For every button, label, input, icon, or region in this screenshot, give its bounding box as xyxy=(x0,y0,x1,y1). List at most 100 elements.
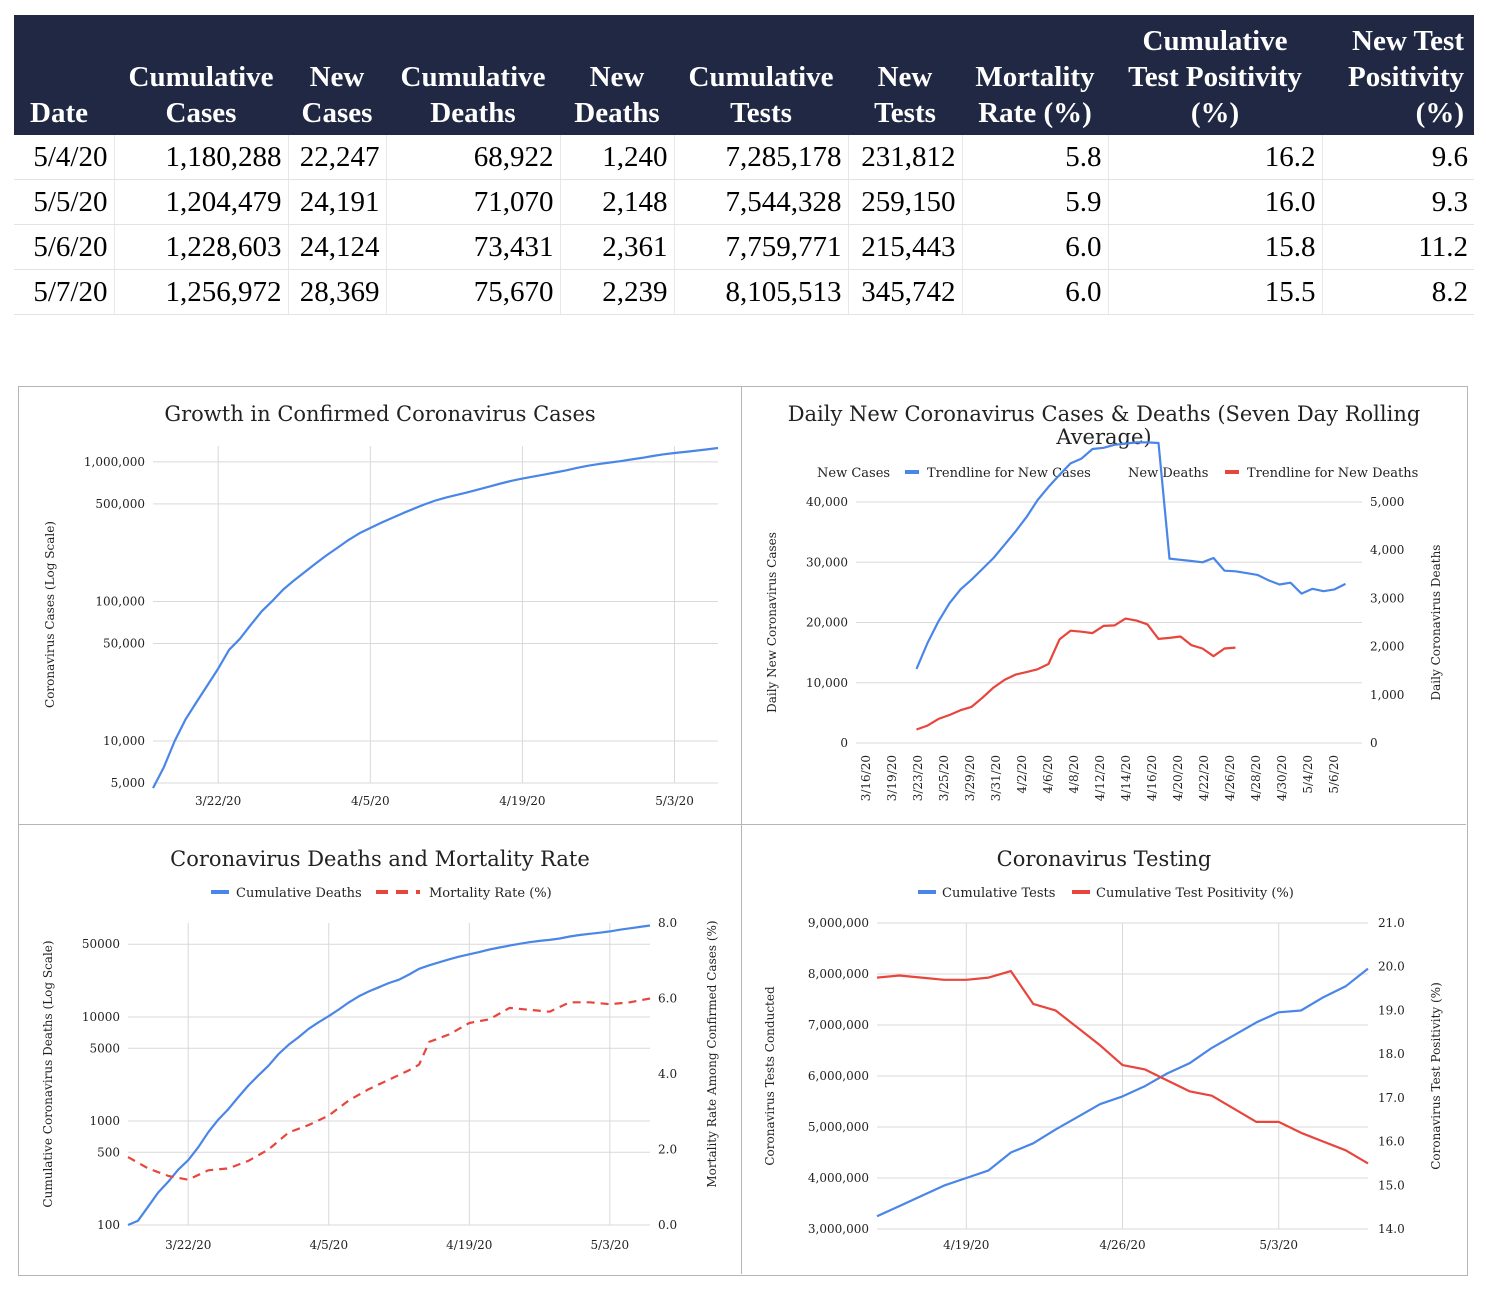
table-cell: 259,150 xyxy=(848,179,963,225)
y-tick-label: 100,000 xyxy=(95,594,145,608)
column-header-line: New xyxy=(877,61,933,93)
series-line-cumulative-tests xyxy=(876,967,1369,1218)
table-row: 5/6/20 1,228,603 24,124 73,431 2,361 7,759,77… xyxy=(14,224,1474,270)
series-line-new-cases xyxy=(915,441,1346,670)
x-tick-label: 3/22/20 xyxy=(195,794,241,808)
legend-label: New Deaths xyxy=(1128,466,1208,481)
x-tick-label: 3/19/20 xyxy=(885,755,899,801)
table-cell: 345,742 xyxy=(848,269,963,315)
table-cell: 1,204,479 xyxy=(114,179,289,225)
series-line-new-deaths xyxy=(916,617,1236,731)
column-header: Cumulative Cases xyxy=(114,15,288,135)
y2-tick-label: 14.0 xyxy=(1378,1222,1405,1236)
table-cell: 24,124 xyxy=(288,224,387,270)
y2-axis-label: Daily Coronavirus Deaths xyxy=(1429,545,1443,701)
column-header-line: Cases xyxy=(165,97,237,129)
charts-divider-horizontal xyxy=(18,824,1466,825)
column-header-line: Mortality xyxy=(975,61,1095,93)
x-tick-label: 4/2/20 xyxy=(1015,755,1029,794)
column-header-line: Cumulative xyxy=(688,61,834,93)
table-cell: 231,812 xyxy=(848,135,963,180)
table-cell: 2,148 xyxy=(560,179,675,225)
table-row: 5/4/20 1,180,288 22,247 68,922 1,240 7,285,17… xyxy=(14,135,1474,180)
x-tick-label: 5/3/20 xyxy=(655,794,694,808)
y-tick-label: 40,000 xyxy=(806,495,848,509)
legend-label: New Cases xyxy=(817,466,890,481)
x-tick-label: 4/22/20 xyxy=(1197,755,1211,801)
column-header-line: (%) xyxy=(1190,97,1240,129)
y2-tick-label: 0 xyxy=(1370,736,1378,750)
legend-label: Trendline for New Deaths xyxy=(1247,466,1418,481)
x-tick-label: 3/16/20 xyxy=(859,755,873,801)
column-header-line: Tests xyxy=(730,97,792,129)
column-header-line: New Test xyxy=(1352,25,1464,57)
column-header: New Cases xyxy=(288,15,386,135)
legend-label: Cumulative Test Positivity (%) xyxy=(1096,886,1294,901)
y2-tick-label: 21.0 xyxy=(1378,916,1405,930)
column-header-line: Cumulative xyxy=(400,61,546,93)
column-header: Cumulative Test Positivity (%) xyxy=(1108,15,1322,135)
x-tick-label: 3/29/20 xyxy=(963,755,977,801)
x-tick-label: 5/3/20 xyxy=(1259,1238,1298,1252)
table-cell: 5.9 xyxy=(962,179,1109,225)
y-axis-label: Coronavirus Tests Conducted xyxy=(763,986,777,1166)
y2-tick-label: 18.0 xyxy=(1378,1047,1405,1061)
table-cell: 1,240 xyxy=(560,135,675,180)
table-cell: 75,670 xyxy=(386,269,561,315)
table-cell: 16.0 xyxy=(1108,179,1323,225)
table-cell: 5/7/20 xyxy=(14,269,115,315)
table-row: 5/5/20 1,204,479 24,191 71,070 2,148 7,544,32… xyxy=(14,179,1474,225)
x-tick-label: 4/20/20 xyxy=(1171,755,1185,801)
table-cell: 8.2 xyxy=(1322,269,1474,315)
x-tick-label: 5/4/20 xyxy=(1301,755,1315,794)
x-tick-label: 4/26/20 xyxy=(1223,755,1237,801)
table-cell: 9.6 xyxy=(1322,135,1474,180)
y-tick-label: 8,000,000 xyxy=(808,967,869,981)
series-line-cumulative-deaths xyxy=(127,924,651,1227)
column-header: New Deaths xyxy=(560,15,674,135)
column-header-line: Cumulative xyxy=(1142,25,1288,57)
column-header-line: Test Positivity xyxy=(1128,61,1302,93)
column-header-line: Date xyxy=(30,97,88,129)
y-tick-label: 5000 xyxy=(89,1041,120,1055)
y2-tick-label: 15.0 xyxy=(1378,1178,1405,1192)
y-tick-label: 7,000,000 xyxy=(808,1018,869,1032)
x-tick-label: 4/5/20 xyxy=(309,1238,348,1252)
table-cell: 11.2 xyxy=(1322,224,1474,270)
column-header-line: (%) xyxy=(1415,97,1464,129)
charts-divider-vertical xyxy=(741,386,742,1274)
chart-cases-growth: Growth in Confirmed Coronavirus Cases 5,0… xyxy=(18,386,742,834)
y2-tick-label: 5,000 xyxy=(1370,495,1404,509)
table-cell: 7,544,328 xyxy=(674,179,849,225)
table-cell: 5/4/20 xyxy=(14,135,115,180)
y2-axis-label: Coronavirus Test Positivity (%) xyxy=(1429,982,1443,1170)
table-cell: 7,285,178 xyxy=(674,135,849,180)
table-cell: 215,443 xyxy=(848,224,963,270)
column-header-line: New xyxy=(309,61,365,93)
column-header: Mortality Rate (%) xyxy=(962,15,1108,135)
table-cell: 28,369 xyxy=(288,269,387,315)
y-tick-label: 10000 xyxy=(82,1010,120,1024)
x-tick-label: 4/16/20 xyxy=(1145,755,1159,801)
x-tick-label: 4/19/20 xyxy=(499,794,545,808)
chart-daily-new: Daily New Coronavirus Cases & Deaths (Se… xyxy=(742,386,1466,834)
table-cell: 1,228,603 xyxy=(114,224,289,270)
y2-tick-label: 8.0 xyxy=(658,916,677,930)
table-cell: 6.0 xyxy=(962,269,1109,315)
column-header-line: Cumulative xyxy=(128,61,274,93)
chart-deaths-mortality: Coronavirus Deaths and Mortality Rate Cum… xyxy=(18,825,742,1273)
legend-label: Trendline for New Cases xyxy=(927,466,1091,481)
x-tick-label: 5/3/20 xyxy=(591,1238,630,1252)
y2-tick-label: 3,000 xyxy=(1370,591,1404,605)
y-tick-label: 1000 xyxy=(89,1114,120,1128)
y2-tick-label: 20.0 xyxy=(1378,960,1405,974)
y2-axis-label: Mortality Rate Among Confirmed Cases (%) xyxy=(705,920,719,1187)
column-header: Date xyxy=(14,15,114,135)
table-cell: 5/6/20 xyxy=(14,224,115,270)
y2-tick-label: 19.0 xyxy=(1378,1003,1405,1017)
y-tick-label: 5,000 xyxy=(111,776,145,790)
y-tick-label: 30,000 xyxy=(806,555,848,569)
chart-title-line: Average) xyxy=(1055,425,1151,449)
y-tick-label: 1,000,000 xyxy=(84,455,145,469)
column-header-line: Cases xyxy=(301,97,373,129)
